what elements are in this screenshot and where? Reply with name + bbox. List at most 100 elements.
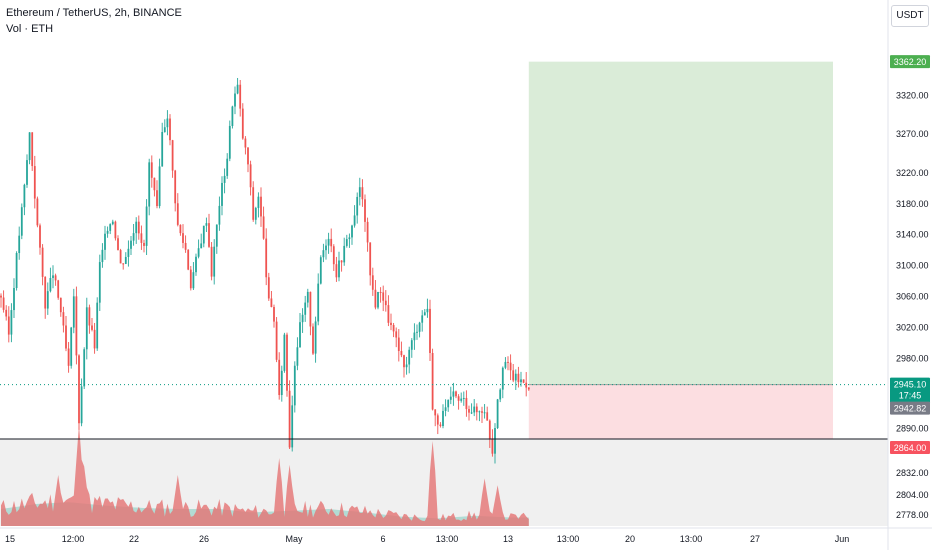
candle-body xyxy=(408,349,411,365)
candle-body xyxy=(460,398,463,401)
price-tick-label: 2804.00 xyxy=(896,490,929,500)
candle-body xyxy=(335,264,338,278)
candle-body xyxy=(202,225,205,244)
candle-body xyxy=(512,370,515,381)
candle-body xyxy=(228,125,231,159)
stop-zone[interactable] xyxy=(528,384,833,448)
candle-body xyxy=(343,245,346,263)
candle-body xyxy=(361,187,364,200)
candle-body xyxy=(377,291,379,308)
candle-body xyxy=(387,305,390,323)
price-tick-label: 3060.00 xyxy=(896,292,929,302)
candle-body xyxy=(176,203,179,225)
candle-body xyxy=(527,387,530,390)
candle-body xyxy=(249,164,252,188)
candle-body xyxy=(111,221,114,225)
candle-body xyxy=(319,257,322,284)
candle-body xyxy=(75,296,78,356)
candle-body xyxy=(72,296,75,328)
candle-body xyxy=(33,166,36,199)
candle-body xyxy=(7,316,10,335)
candle-body xyxy=(23,184,26,208)
target-zone[interactable] xyxy=(528,61,833,385)
candle-body xyxy=(234,93,236,107)
candle-body xyxy=(439,424,442,427)
candle-body xyxy=(504,361,507,368)
candle-body xyxy=(114,221,117,239)
candle-body xyxy=(15,253,18,289)
candle-body xyxy=(163,127,166,133)
candle-body xyxy=(20,207,23,236)
candle-body xyxy=(130,240,132,249)
candle-body xyxy=(374,289,377,308)
candle-body xyxy=(106,230,109,234)
price-tick-label: 2980.00 xyxy=(896,354,929,364)
time-tick-label: Jun xyxy=(835,534,850,544)
candle-body xyxy=(353,215,356,226)
candle-body xyxy=(70,327,73,366)
candle-body xyxy=(275,321,278,360)
candle-body xyxy=(117,238,119,251)
candle-body xyxy=(338,260,340,278)
position-zones[interactable] xyxy=(528,61,833,448)
candle-body xyxy=(325,245,327,251)
candle-body xyxy=(161,132,164,167)
candle-body xyxy=(179,224,182,234)
candle-body xyxy=(447,399,450,408)
candle-body xyxy=(509,362,512,371)
candle-body xyxy=(293,365,296,406)
price-tick-label: 2832.00 xyxy=(896,468,929,478)
candle-body xyxy=(153,177,156,191)
candle-body xyxy=(478,411,481,413)
target-price-badge: 3362.20 xyxy=(894,57,927,67)
candle-body xyxy=(496,399,499,429)
candle-body xyxy=(470,412,473,414)
time-tick-label: 13 xyxy=(503,534,513,544)
candle-body xyxy=(241,108,244,139)
candle-body xyxy=(187,249,190,270)
candle-body xyxy=(371,275,374,290)
candle-body xyxy=(413,332,416,341)
price-tick-label: 3220.00 xyxy=(896,168,929,178)
candle-body xyxy=(252,187,255,220)
candle-body xyxy=(473,406,476,413)
candle-body xyxy=(221,182,223,206)
candle-body xyxy=(135,221,138,234)
candle-body xyxy=(340,260,343,263)
price-axis[interactable]: 2778.00 2804.00 2832.00 2890.00 2980.00 3020.… xyxy=(887,0,929,550)
candle-body xyxy=(270,298,273,308)
candle-body xyxy=(210,246,213,277)
candle-body xyxy=(309,291,312,327)
candle-body xyxy=(390,322,392,325)
lines-layer[interactable] xyxy=(0,384,888,440)
candle-body xyxy=(442,410,444,427)
time-axis[interactable]: 15 12:00 22 26 May 6 13:00 13 13:00 20 13:00 27 Jun xyxy=(0,527,932,544)
candle-body xyxy=(205,223,208,226)
price-tick-label: 3270.00 xyxy=(896,129,929,139)
candle-body xyxy=(306,291,309,303)
candle-body xyxy=(400,351,403,356)
candle-body xyxy=(260,196,262,217)
candle-body xyxy=(418,322,421,332)
candle-body xyxy=(78,355,80,424)
candle-body xyxy=(379,291,382,293)
candle-body xyxy=(44,276,47,309)
candle-body xyxy=(148,162,151,207)
candle-body xyxy=(156,190,158,207)
candle-body xyxy=(91,325,93,330)
candle-body xyxy=(85,307,88,350)
entry-price-badge-bg xyxy=(890,401,930,415)
candle-body xyxy=(468,409,470,413)
candle-body xyxy=(444,407,447,411)
candle-body xyxy=(101,249,104,263)
currency-button[interactable]: USDT xyxy=(891,5,929,27)
candle-body xyxy=(215,224,218,247)
candle-body xyxy=(382,292,385,301)
candle-body xyxy=(223,175,226,183)
time-tick-label: 13:00 xyxy=(557,534,580,544)
candle-body xyxy=(522,379,525,383)
candle-body xyxy=(132,233,135,241)
volume-layer xyxy=(0,424,888,526)
